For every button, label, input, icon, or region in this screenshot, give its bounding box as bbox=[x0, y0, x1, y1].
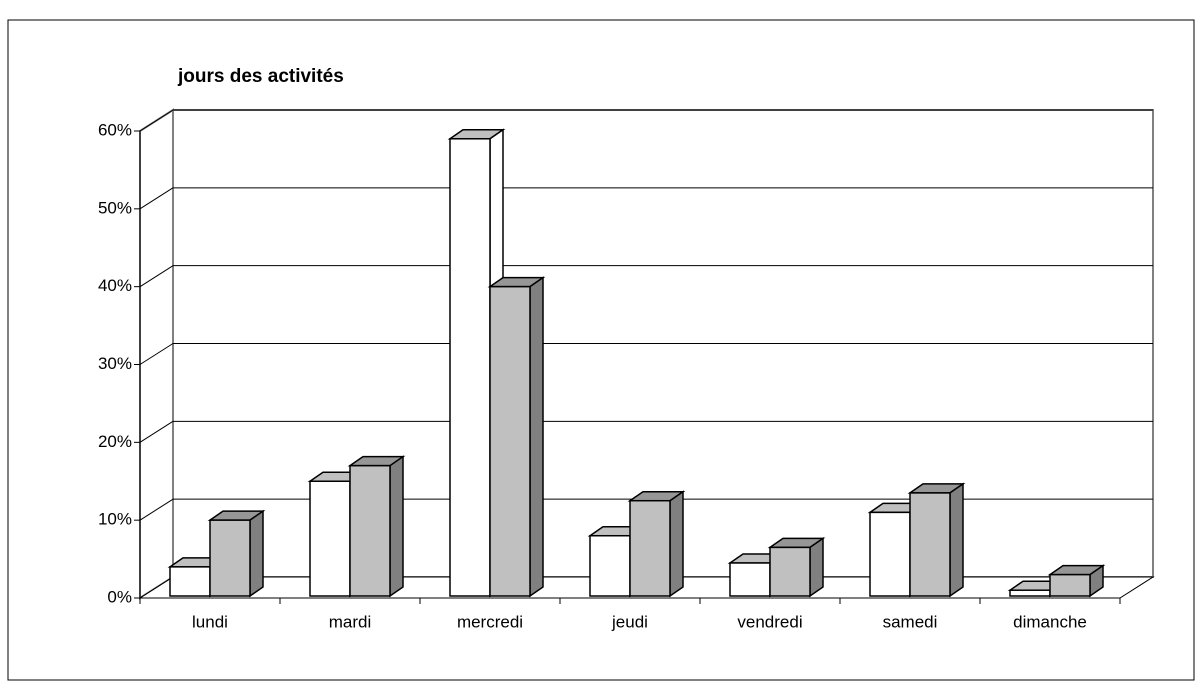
bar bbox=[309, 480, 351, 597]
grid-line bbox=[139, 576, 174, 599]
chart-title: jours des activités bbox=[177, 66, 344, 87]
bar bbox=[349, 464, 391, 597]
y-tick-label: 50% bbox=[98, 198, 132, 217]
bar bbox=[589, 534, 631, 597]
bar bbox=[769, 546, 811, 597]
bar-side bbox=[669, 490, 684, 598]
y-tick-label: 60% bbox=[98, 120, 132, 139]
y-tick-label: 30% bbox=[98, 354, 132, 373]
grid-line bbox=[139, 343, 174, 365]
x-tick-label: lundi bbox=[192, 612, 228, 631]
bar bbox=[1009, 589, 1051, 597]
x-tick-label: mardi bbox=[329, 612, 372, 631]
bar bbox=[909, 492, 951, 597]
bar bbox=[729, 562, 771, 597]
grid-line bbox=[139, 187, 174, 210]
grid-line bbox=[139, 265, 174, 288]
bar-side bbox=[249, 509, 264, 598]
grid-line bbox=[139, 498, 174, 521]
x-tick-label: jeudi bbox=[611, 612, 648, 631]
bar-side bbox=[389, 455, 404, 598]
bar bbox=[169, 566, 211, 597]
x-tick-label: samedi bbox=[883, 612, 938, 631]
bar-side bbox=[809, 536, 824, 598]
y-tick-label: 40% bbox=[98, 276, 132, 295]
x-tick-label: mercredi bbox=[457, 612, 523, 631]
bar-side bbox=[949, 482, 964, 598]
grid-line bbox=[139, 109, 174, 132]
bar bbox=[209, 519, 251, 597]
bar-side bbox=[529, 276, 544, 598]
y-tick-label: 0% bbox=[107, 587, 132, 606]
grid-line bbox=[139, 420, 174, 443]
bar bbox=[869, 511, 911, 597]
y-tick-label: 10% bbox=[98, 510, 132, 529]
bar bbox=[449, 138, 491, 597]
bar bbox=[629, 499, 671, 597]
bar bbox=[1049, 573, 1091, 597]
bar bbox=[489, 285, 531, 597]
y-tick-label: 20% bbox=[98, 432, 132, 451]
x-tick-label: dimanche bbox=[1013, 612, 1087, 631]
x-tick-label: vendredi bbox=[737, 612, 802, 631]
